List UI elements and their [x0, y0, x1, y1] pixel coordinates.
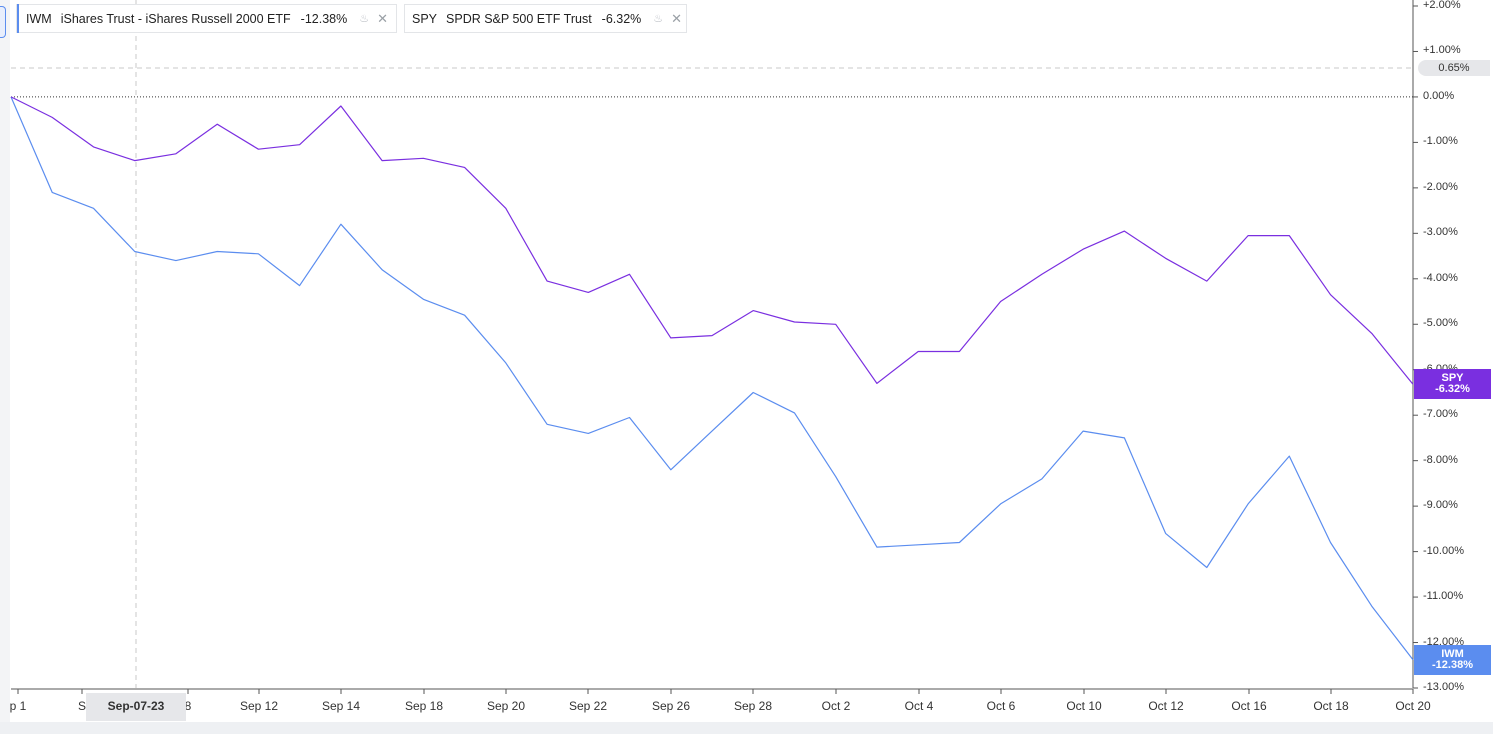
- x-tick-label: Sep 26: [651, 699, 691, 713]
- tag-value: -6.32%: [1435, 383, 1470, 395]
- y-tick-label: -8.00%: [1423, 453, 1458, 466]
- last-value-tag-iwm: IWM -12.38%: [1414, 645, 1491, 675]
- y-tick-label: -10.00%: [1423, 544, 1464, 557]
- y-tick-label: -7.00%: [1423, 408, 1458, 421]
- y-tick-label: +2.00%: [1423, 0, 1461, 11]
- x-tick-label: Sep 14: [321, 699, 361, 713]
- x-tick-label: Sep 28: [733, 699, 773, 713]
- x-tick-label: Oct 4: [904, 699, 934, 713]
- x-tick-label: Sep 20: [486, 699, 526, 713]
- y-tick-label: 0.00%: [1423, 89, 1455, 102]
- left-rail: [0, 0, 10, 734]
- tag-value: -12.38%: [1432, 659, 1473, 671]
- y-tick-label: -2.00%: [1423, 180, 1458, 193]
- x-tick-label: p 1: [9, 699, 27, 713]
- x-tick-label: Oct 18: [1313, 699, 1349, 713]
- series-line-spy[interactable]: [10, 96, 1414, 385]
- tag-symbol: IWM: [1441, 648, 1464, 660]
- close-icon[interactable]: ✕: [377, 10, 388, 26]
- legend-name: iShares Trust - iShares Russell 2000 ETF: [60, 11, 291, 26]
- y-tick-label: -9.00%: [1423, 499, 1458, 512]
- y-tick-label: -3.00%: [1423, 226, 1458, 239]
- x-tick-label: Oct 12: [1148, 699, 1184, 713]
- y-tick-label: +1.00%: [1423, 44, 1461, 57]
- series-line-iwm[interactable]: [10, 96, 1414, 661]
- bell-icon[interactable]: ♨: [653, 13, 664, 25]
- x-tick-label: 8: [184, 699, 192, 713]
- y-tick-label: -11.00%: [1423, 590, 1464, 603]
- x-tick-label: Oct 10: [1066, 699, 1102, 713]
- y-tick-label: -1.00%: [1423, 135, 1458, 148]
- legend-name: SPDR S&P 500 ETF Trust: [446, 11, 592, 26]
- close-icon[interactable]: ✕: [671, 10, 683, 26]
- legend-item-iwm[interactable]: IWM iShares Trust - iShares Russell 2000…: [16, 4, 397, 33]
- last-value-tag-spy: SPY -6.32%: [1414, 369, 1491, 399]
- x-tick-label: S: [77, 699, 87, 713]
- legend-color-bar: [17, 4, 20, 33]
- x-tick-label: Oct 6: [986, 699, 1016, 713]
- legend-item-spy[interactable]: SPY SPDR S&P 500 ETF Trust -6.32% ♨ ✕: [404, 4, 687, 33]
- legend-change: -6.32%: [601, 11, 642, 26]
- legend-symbol: SPY: [412, 11, 438, 26]
- legend-symbol: IWM: [26, 11, 52, 26]
- bell-icon[interactable]: ♨: [359, 13, 370, 25]
- panel-toggle-tab[interactable]: [0, 6, 6, 38]
- y-tick-label: -12.00%: [1423, 635, 1464, 648]
- tag-symbol: SPY: [1441, 372, 1464, 384]
- crosshair-date-label: Sep-07-23: [86, 693, 186, 721]
- x-tick-label: Oct 20: [1395, 699, 1431, 713]
- x-tick-label: Oct 16: [1231, 699, 1267, 713]
- x-tick-label: Sep 12: [239, 699, 279, 713]
- x-tick-label: Sep 18: [404, 699, 444, 713]
- legend-change: -12.38%: [300, 11, 348, 26]
- bottom-toolbar-strip: [0, 722, 1493, 734]
- y-tick-label: -4.00%: [1423, 271, 1458, 284]
- y-tick-label: -5.00%: [1423, 317, 1458, 330]
- y-tick-label: -13.00%: [1423, 681, 1464, 693]
- x-tick-label: Sep 22: [568, 699, 608, 713]
- x-tick-label: Oct 2: [821, 699, 851, 713]
- reference-line-label: 0.65%: [1418, 60, 1490, 76]
